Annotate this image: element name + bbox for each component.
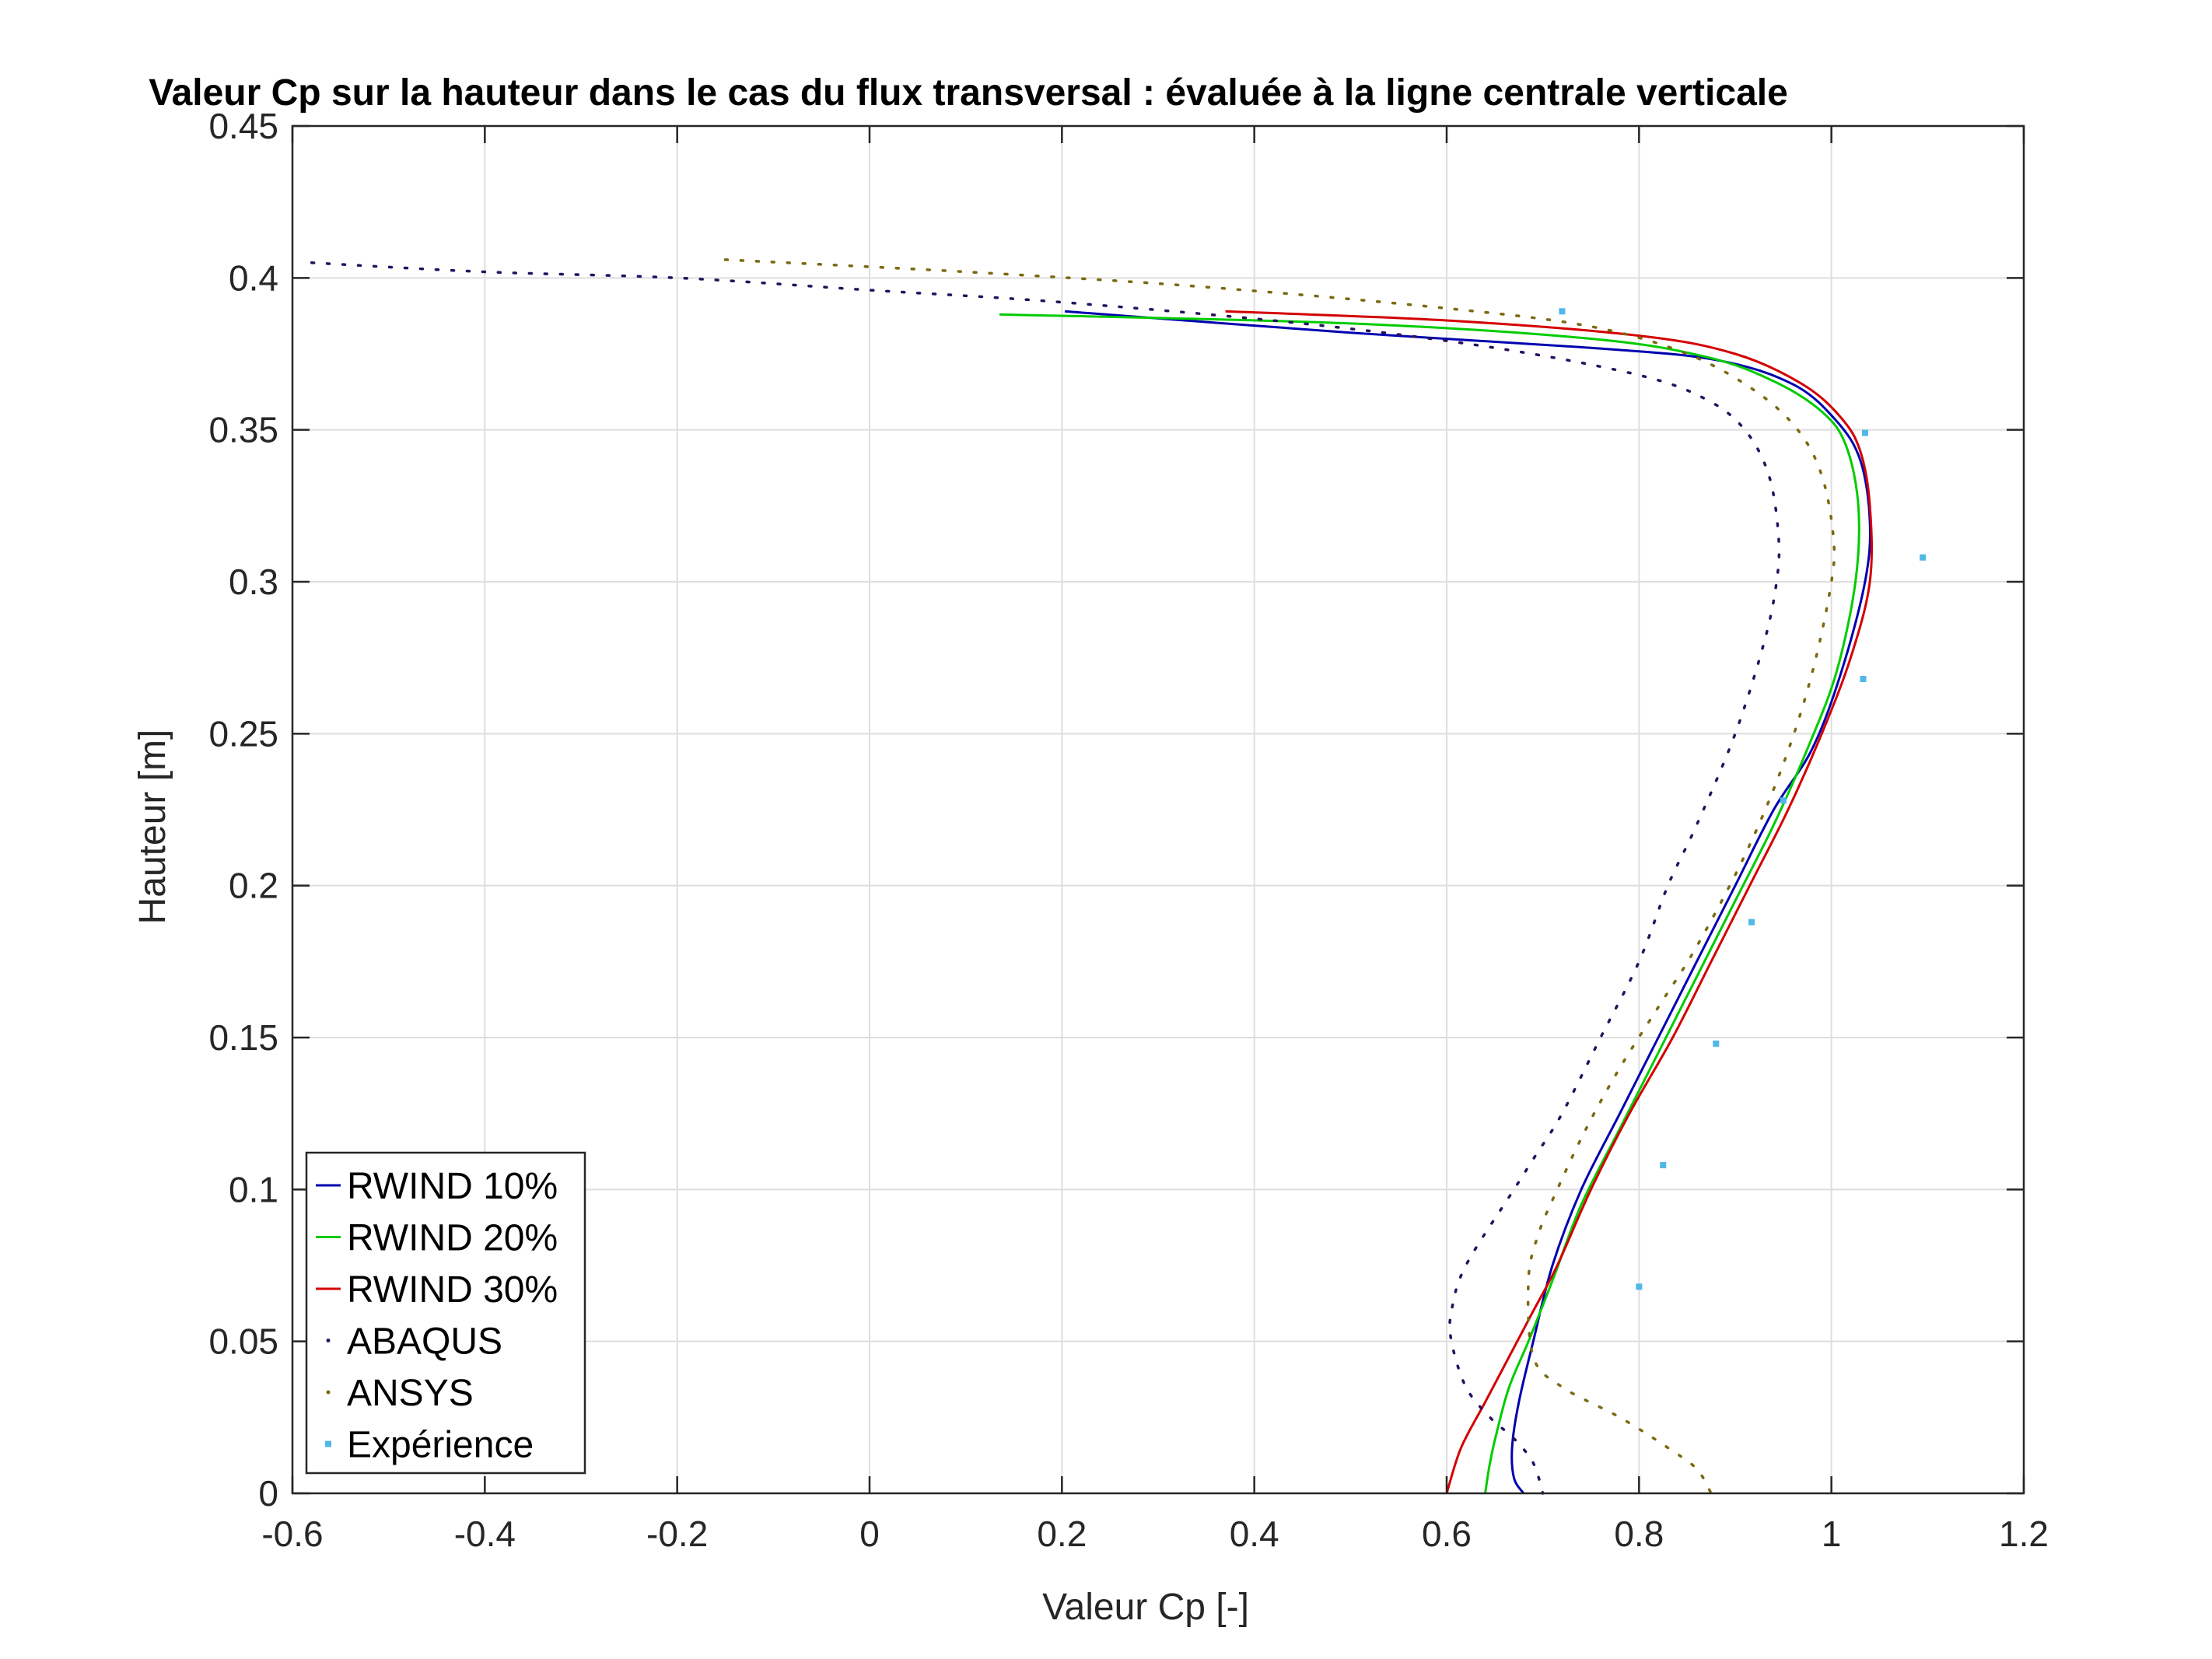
legend-swatch-exp-rience bbox=[325, 1440, 331, 1447]
y-tick-label: 0.4 bbox=[229, 257, 278, 298]
data-point-exp-rience bbox=[1713, 1040, 1720, 1047]
y-axis-label: Hauteur [m] bbox=[132, 730, 173, 925]
plot-frame bbox=[291, 124, 2025, 1495]
y-tick-label: 0.1 bbox=[229, 1169, 278, 1209]
x-tick-label: 0 bbox=[859, 1514, 880, 1554]
legend-label-rwind-10: RWIND 10% bbox=[347, 1166, 558, 1207]
data-point-exp-rience bbox=[1660, 1162, 1667, 1169]
series-line-rwind-30 bbox=[1225, 310, 1874, 1494]
y-tick-labels: 0 0.05 0.1 0.15 0.2 0.25 0.3 0.35 0.4 0.45 bbox=[208, 106, 278, 1514]
y-tick-label: 0.25 bbox=[208, 713, 278, 754]
y-tick-label: 0.05 bbox=[208, 1321, 278, 1362]
series-dots-ansys bbox=[723, 258, 1836, 1495]
x-tick-label: 0.2 bbox=[1037, 1514, 1087, 1554]
data-point-exp-rience bbox=[1780, 797, 1787, 804]
axes bbox=[291, 124, 2025, 1495]
data-point-exp-rience bbox=[1861, 429, 1868, 436]
x-tick-label: 1 bbox=[1822, 1514, 1842, 1554]
y-tick-label: 0.45 bbox=[208, 106, 278, 146]
x-axis-label: Valeur Cp [-] bbox=[1042, 1587, 1249, 1628]
x-tick-label: 0.6 bbox=[1422, 1514, 1472, 1554]
data-point-exp-rience bbox=[1748, 919, 1755, 926]
series-layer bbox=[310, 258, 1927, 1495]
legend-label-abaqus: ABAQUS bbox=[347, 1321, 502, 1363]
legend-swatch-ansys bbox=[326, 1390, 331, 1395]
x-tick-label: -0.2 bbox=[646, 1514, 708, 1554]
legend: RWIND 10% RWIND 20% RWIND 30% ABAQUS ANSYS Ex… bbox=[305, 1151, 586, 1475]
x-tick-label: -0.4 bbox=[454, 1514, 516, 1554]
chart-title: Valeur Cp sur la hauteur dans le cas du … bbox=[149, 72, 1788, 114]
series-dots-abaqus bbox=[310, 261, 1781, 1495]
legend-box bbox=[305, 1151, 586, 1475]
series-line-rwind-20 bbox=[999, 313, 1860, 1494]
data-point-exp-rience bbox=[1559, 308, 1566, 315]
x-tick-label: 0.8 bbox=[1614, 1514, 1664, 1554]
x-tick-labels: -0.6 -0.4 -0.2 0 0.2 0.4 0.6 0.8 1 1.2 bbox=[261, 1514, 2049, 1554]
legend-label-ansys: ANSYS bbox=[347, 1373, 474, 1414]
data-point-exp-rience bbox=[1920, 554, 1927, 561]
legend-label-exp-rience: Expérience bbox=[347, 1425, 534, 1466]
y-tick-label: 0.2 bbox=[229, 866, 278, 906]
y-tick-label: 0 bbox=[258, 1473, 278, 1514]
data-point-exp-rience bbox=[1636, 1283, 1643, 1290]
legend-swatch-abaqus bbox=[326, 1339, 331, 1342]
y-tick-label: 0.3 bbox=[229, 562, 278, 602]
legend-label-rwind-20: RWIND 20% bbox=[347, 1218, 558, 1259]
x-tick-label: 1.2 bbox=[1999, 1514, 2049, 1554]
x-tick-label: 0.4 bbox=[1230, 1514, 1279, 1554]
y-tick-label: 0.35 bbox=[208, 410, 278, 450]
x-tick-label: -0.6 bbox=[261, 1514, 323, 1554]
data-point-exp-rience bbox=[1860, 676, 1867, 683]
legend-label-rwind-30: RWIND 30% bbox=[347, 1269, 558, 1311]
y-tick-label: 0.15 bbox=[208, 1017, 278, 1058]
